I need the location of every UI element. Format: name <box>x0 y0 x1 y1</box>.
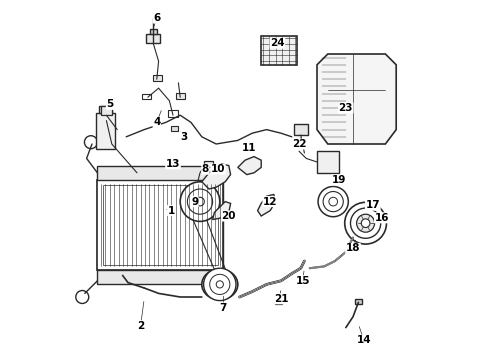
Polygon shape <box>98 180 223 270</box>
Text: 21: 21 <box>274 294 288 304</box>
Ellipse shape <box>207 274 232 295</box>
Text: 24: 24 <box>270 38 285 48</box>
Circle shape <box>361 219 370 228</box>
Bar <box>98 166 223 180</box>
Text: 20: 20 <box>221 211 236 221</box>
Text: 5: 5 <box>106 99 114 109</box>
Bar <box>317 151 339 173</box>
Polygon shape <box>202 164 231 189</box>
Circle shape <box>196 197 204 206</box>
Text: 17: 17 <box>366 200 380 210</box>
Bar <box>168 110 178 117</box>
Circle shape <box>210 274 230 294</box>
Text: 6: 6 <box>153 13 160 23</box>
Polygon shape <box>213 202 231 220</box>
Bar <box>101 106 112 115</box>
Text: 7: 7 <box>220 303 227 313</box>
Text: 9: 9 <box>191 197 198 207</box>
Text: 16: 16 <box>374 213 389 223</box>
Circle shape <box>323 192 343 212</box>
Bar <box>149 29 157 34</box>
Text: 10: 10 <box>211 164 225 174</box>
Text: 23: 23 <box>339 103 353 113</box>
Text: 1: 1 <box>168 206 175 216</box>
Text: 18: 18 <box>346 243 360 253</box>
Bar <box>153 75 162 81</box>
Polygon shape <box>103 185 218 265</box>
Bar <box>274 299 282 304</box>
Text: 15: 15 <box>295 276 310 286</box>
Circle shape <box>357 214 374 232</box>
Polygon shape <box>98 180 223 270</box>
Bar <box>99 106 112 113</box>
Bar <box>204 161 213 167</box>
Bar <box>176 93 185 99</box>
Circle shape <box>329 197 338 206</box>
Circle shape <box>84 136 98 149</box>
Bar <box>355 299 362 304</box>
Bar <box>146 34 160 43</box>
Polygon shape <box>317 54 396 144</box>
Circle shape <box>204 268 236 301</box>
Text: 11: 11 <box>242 143 256 153</box>
Polygon shape <box>238 157 261 175</box>
Text: 22: 22 <box>292 139 306 149</box>
Text: 19: 19 <box>331 175 346 185</box>
Text: 3: 3 <box>180 132 188 142</box>
Circle shape <box>318 186 348 217</box>
Bar <box>98 270 223 284</box>
Circle shape <box>180 182 220 221</box>
Polygon shape <box>258 194 275 216</box>
Bar <box>261 36 297 65</box>
Bar <box>171 126 178 131</box>
Text: 8: 8 <box>202 164 209 174</box>
Ellipse shape <box>202 269 238 300</box>
Circle shape <box>187 189 213 214</box>
Text: 13: 13 <box>166 159 180 169</box>
Circle shape <box>350 208 381 238</box>
Circle shape <box>76 291 89 303</box>
Text: 12: 12 <box>263 197 277 207</box>
Bar <box>294 124 308 135</box>
Text: 4: 4 <box>153 117 161 127</box>
Bar <box>143 94 151 99</box>
Circle shape <box>345 202 387 244</box>
Text: 2: 2 <box>137 321 144 331</box>
Bar <box>96 113 116 149</box>
Circle shape <box>216 281 223 288</box>
Text: 14: 14 <box>357 335 371 345</box>
